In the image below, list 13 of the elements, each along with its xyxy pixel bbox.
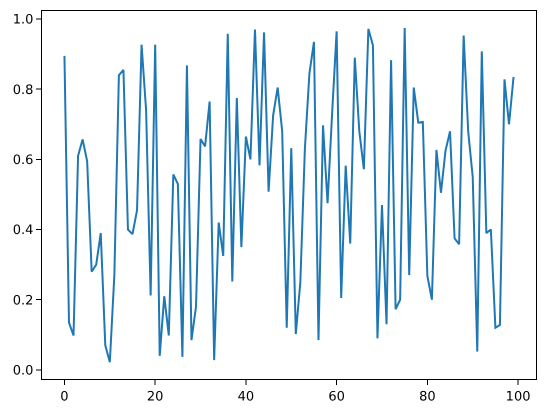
y-tick-label: 0.4 — [12, 223, 34, 238]
x-tick-label: 100 — [506, 390, 530, 405]
x-tick-label: 80 — [419, 390, 436, 405]
x-tick-label: 40 — [238, 390, 254, 405]
y-tick-label: 0.6 — [12, 152, 34, 168]
x-tick-label: 20 — [146, 390, 164, 405]
y-tick-label: 1.0 — [12, 12, 34, 28]
x-tick-label: 0 — [60, 390, 69, 405]
line-series — [63, 26, 515, 364]
y-tick-label: 0.8 — [12, 82, 34, 98]
y-tick-label: 0.2 — [12, 293, 34, 308]
x-tick-label: 60 — [328, 390, 345, 405]
y-tick-label: 0.0 — [12, 363, 34, 378]
